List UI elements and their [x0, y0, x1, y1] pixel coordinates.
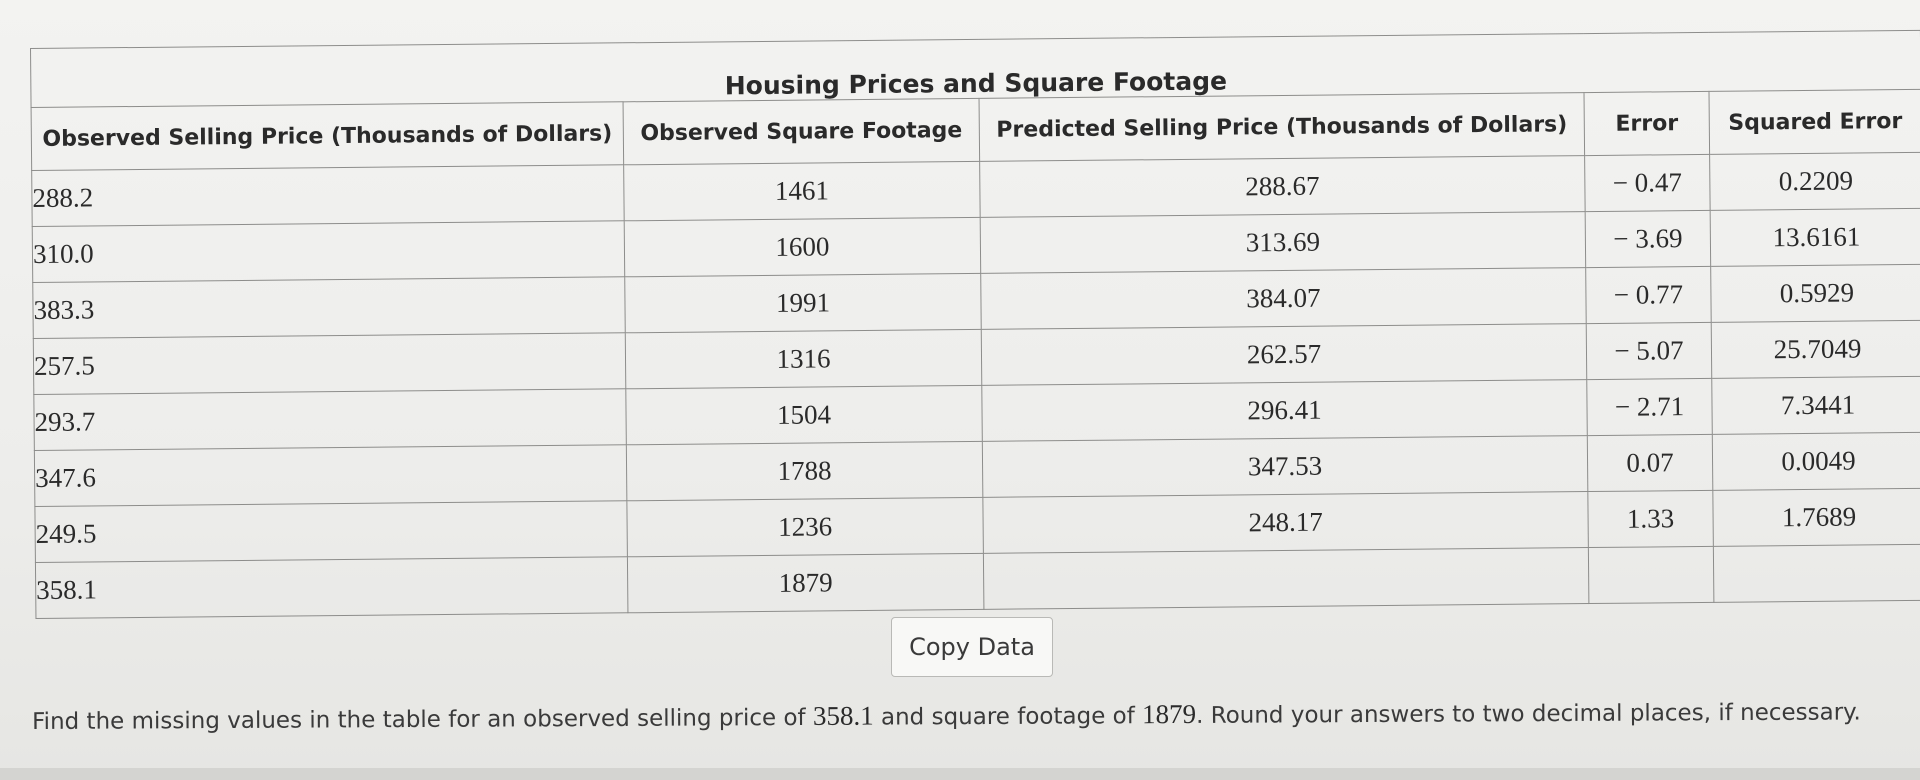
square-footage-cell: 1504 — [625, 385, 983, 445]
error-cell: − 5.07 — [1586, 322, 1712, 380]
observed-price-cell: 347.6 — [34, 444, 627, 507]
error-cell: 1.33 — [1587, 490, 1714, 548]
square-footage-cell: 1316 — [625, 329, 982, 389]
predicted-price-blank-cell[interactable] — [983, 547, 1589, 610]
square-footage-cell: 1236 — [626, 497, 984, 557]
copy-data-button[interactable]: Copy Data — [891, 617, 1053, 677]
instructions-part3: . Round your answers to two decimal plac… — [1196, 699, 1861, 729]
square-footage-cell: 1879 — [627, 553, 984, 613]
instructions-part1: Find the missing values in the table for… — [32, 704, 813, 735]
observed-price-cell: 257.5 — [33, 332, 626, 395]
header-squared-error: Squared Error — [1708, 89, 1920, 155]
observed-price-cell: 249.5 — [34, 500, 628, 563]
square-footage-cell: 1991 — [624, 273, 982, 333]
error-cell: 0.07 — [1587, 434, 1713, 492]
header-observed-price: Observed Selling Price (Thousands of Dol… — [31, 101, 624, 171]
instructions-text: Find the missing values in the table for… — [32, 695, 1892, 736]
squared-error-blank-cell[interactable] — [1713, 544, 1920, 603]
observed-price-cell: 293.7 — [33, 388, 627, 451]
squared-error-cell: 7.3441 — [1711, 376, 1920, 435]
predicted-price-cell: 296.41 — [981, 379, 1588, 442]
squared-error-cell: 0.0049 — [1712, 432, 1920, 491]
square-footage-cell: 1461 — [623, 161, 981, 221]
squared-error-cell: 13.6161 — [1710, 208, 1920, 267]
error-cell: − 0.47 — [1584, 154, 1711, 212]
instructions-part2: and square footage of — [873, 703, 1143, 731]
predicted-price-cell: 262.57 — [981, 323, 1587, 386]
squared-error-cell: 25.7049 — [1711, 320, 1920, 379]
squared-error-cell: 0.5929 — [1710, 264, 1920, 323]
instructions-sqft: 1879 — [1142, 698, 1197, 730]
housing-table: Housing Prices and Square Footage Observ… — [30, 30, 1920, 619]
predicted-price-cell: 288.67 — [979, 155, 1586, 218]
observed-price-cell: 383.3 — [32, 276, 626, 339]
instructions-price: 358.1 — [812, 700, 874, 731]
observed-price-cell: 288.2 — [31, 164, 625, 227]
predicted-price-cell: 384.07 — [980, 267, 1587, 330]
squared-error-cell: 1.7689 — [1712, 488, 1920, 547]
predicted-price-cell: 313.69 — [980, 211, 1586, 274]
squared-error-cell: 0.2209 — [1709, 152, 1920, 211]
bottom-strip — [0, 768, 1920, 780]
predicted-price-cell: 248.17 — [982, 491, 1589, 554]
header-error: Error — [1583, 91, 1710, 156]
error-blank-cell[interactable] — [1588, 546, 1714, 604]
header-square-footage: Observed Square Footage — [623, 98, 980, 165]
observed-price-cell: 310.0 — [32, 220, 625, 283]
header-predicted-price: Predicted Selling Price (Thousands of Do… — [979, 92, 1585, 162]
observed-price-cell: 358.1 — [35, 556, 628, 619]
error-cell: − 0.77 — [1585, 266, 1712, 324]
square-footage-cell: 1788 — [626, 441, 983, 501]
square-footage-cell: 1600 — [624, 217, 981, 277]
error-cell: − 2.71 — [1586, 378, 1713, 436]
predicted-price-cell: 347.53 — [982, 435, 1588, 498]
housing-table-container: Housing Prices and Square Footage Observ… — [30, 30, 1920, 619]
error-cell: − 3.69 — [1585, 210, 1711, 268]
